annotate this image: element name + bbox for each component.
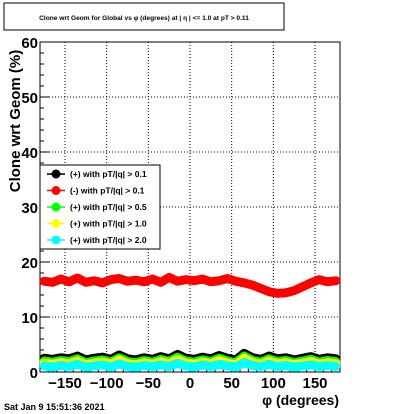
x-tick-labels: −150 −100 −50 0 50 100 150 bbox=[48, 375, 327, 392]
x-tick-label: 50 bbox=[223, 375, 240, 392]
legend-marker bbox=[51, 186, 61, 195]
data-point bbox=[331, 362, 341, 371]
y-tick-label: 20 bbox=[21, 255, 38, 272]
x-tick-label: 150 bbox=[302, 375, 327, 392]
legend-marker bbox=[51, 202, 61, 212]
legend-label: (+) with pT/|q| > 1.0 bbox=[70, 219, 147, 229]
y-tick-labels: 0 10 20 30 40 50 60 bbox=[21, 35, 38, 382]
legend-label: (+) with pT/|q| > 0.5 bbox=[70, 202, 147, 212]
legend-label: (+) with pT/|q| > 2.0 bbox=[70, 235, 147, 245]
x-tick-label: −150 bbox=[48, 375, 82, 392]
y-axis-label: Clone wrt Geom (%) bbox=[7, 50, 24, 193]
y-tick-label: 40 bbox=[21, 145, 38, 162]
chart-title: Clone wrt Geom for Global vs φ (degrees)… bbox=[39, 15, 249, 22]
x-tick-label: 100 bbox=[261, 375, 286, 392]
legend-label: (+) with pT/|q| > 0.1 bbox=[70, 169, 147, 179]
y-tick-label: 60 bbox=[21, 35, 38, 52]
series-group bbox=[39, 272, 341, 298]
legend-marker bbox=[51, 219, 61, 228]
data-markers bbox=[39, 272, 341, 372]
y-tick-label: 0 bbox=[30, 365, 38, 382]
data-point bbox=[331, 276, 341, 286]
legend-marker bbox=[51, 169, 61, 179]
y-tick-label: 10 bbox=[21, 310, 38, 327]
legend-marker bbox=[51, 235, 61, 245]
y-tick-label: 50 bbox=[21, 90, 38, 107]
legend: (+) with pT/|q| > 0.1 (-) with pT/|q| > 0… bbox=[39, 164, 161, 250]
title-box bbox=[3, 2, 285, 31]
series-group bbox=[39, 358, 341, 372]
legend-label: (-) with pT/|q| > 0.1 bbox=[70, 186, 145, 196]
y-tick-label: 30 bbox=[21, 200, 38, 217]
x-axis-label: φ (degrees) bbox=[262, 392, 339, 408]
x-tick-label: −100 bbox=[90, 375, 124, 392]
x-tick-label: −50 bbox=[136, 375, 161, 392]
timestamp: Sat Jan 9 15:51:36 2021 bbox=[4, 402, 105, 412]
x-tick-label: 0 bbox=[186, 375, 194, 392]
